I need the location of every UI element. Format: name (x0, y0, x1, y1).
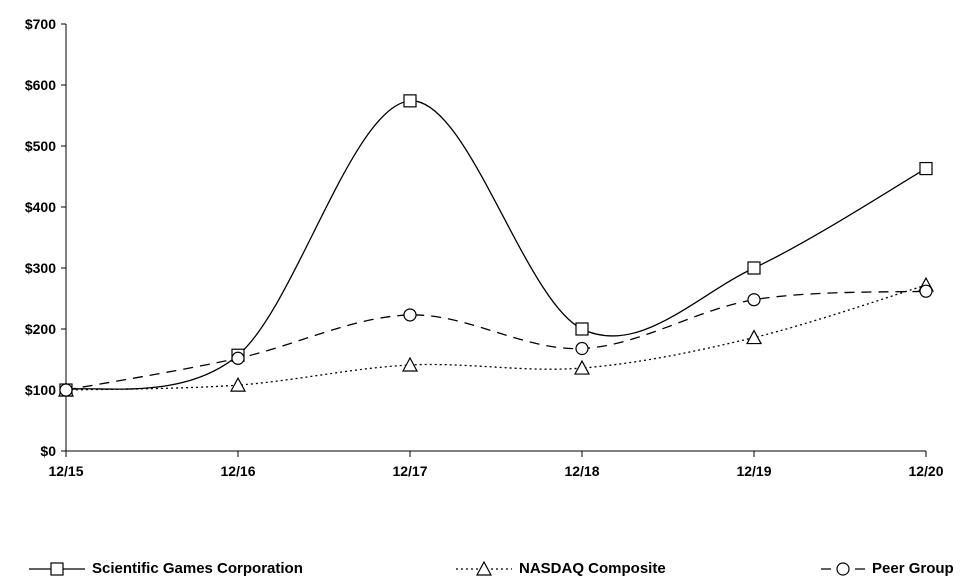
y-tick-label: $700 (25, 16, 56, 32)
tick-labels: $0 $100 $200 $300 $400 $500 $600 $700 12/15 12/16… (25, 16, 944, 479)
y-tick-label: $200 (25, 321, 56, 337)
legend-item-scientific-games: Scientific Games Corporation (28, 560, 303, 577)
y-tick-label: $0 (40, 443, 56, 459)
y-tick-label: $500 (25, 138, 56, 154)
x-tick-label: 12/20 (908, 463, 943, 479)
legend-swatch-square (29, 561, 85, 576)
data-point-triangle (573, 359, 591, 375)
y-tick-label: $400 (25, 199, 56, 215)
legend-marker-circle (836, 561, 850, 576)
data-point-circle (403, 308, 417, 322)
series-group (57, 94, 935, 397)
data-point-triangle (745, 329, 763, 345)
legend-label: Peer Group (872, 560, 954, 577)
series-square (59, 94, 933, 397)
data-point-square (403, 94, 417, 108)
y-tick-label: $300 (25, 260, 56, 276)
line-chart: $0 $100 $200 $300 $400 $500 $600 $700 12/15 12/16… (25, 16, 944, 479)
series-line (65, 290, 927, 391)
data-point-circle (575, 341, 589, 356)
x-tick-label: 12/18 (564, 463, 599, 479)
series-line (65, 100, 927, 391)
legend-item-peer-group: Peer Group (820, 560, 954, 577)
legend-item-nasdaq: NASDAQ Composite (455, 560, 666, 577)
data-point-triangle (401, 356, 419, 372)
series-circle (59, 284, 933, 397)
x-tick-label: 12/16 (220, 463, 255, 479)
x-tick-label: 12/17 (392, 463, 427, 479)
legend-swatch-circle (821, 561, 865, 576)
data-point-circle (747, 293, 761, 307)
data-point-triangle (229, 376, 247, 392)
data-point-circle (59, 383, 73, 397)
series-triangle (57, 276, 935, 397)
x-tick-label: 12/19 (736, 463, 771, 479)
legend-label: Scientific Games Corporation (92, 560, 303, 577)
data-point-square (919, 161, 933, 176)
legend-label: NASDAQ Composite (519, 560, 666, 577)
series-line (65, 284, 927, 391)
axes (61, 23, 927, 457)
data-point-square (575, 322, 589, 336)
y-tick-label: $600 (25, 77, 56, 93)
legend-marker-square (50, 561, 64, 576)
data-point-circle (919, 284, 933, 298)
data-point-square (747, 261, 761, 275)
legend-swatch-triangle (456, 560, 512, 576)
legend-marker-triangle (475, 560, 493, 576)
legend: Scientific Games Corporation NASDAQ Comp… (0, 560, 970, 586)
data-point-circle (231, 351, 245, 365)
y-tick-label: $100 (25, 382, 56, 398)
x-tick-label: 12/15 (48, 463, 83, 479)
